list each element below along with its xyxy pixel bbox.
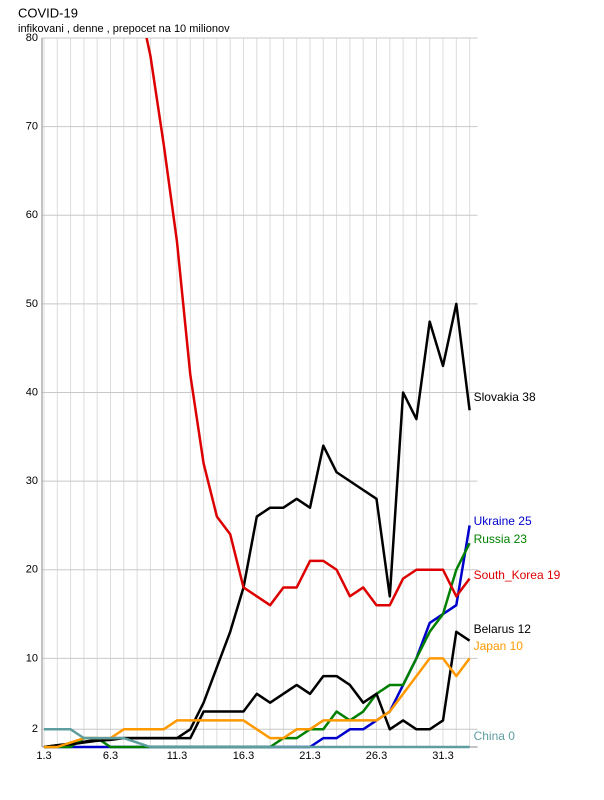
chart-title: COVID-19	[18, 5, 78, 20]
series-label: Belarus 12	[474, 622, 532, 636]
series-line	[44, 728, 470, 749]
x-tick-label: 21.3	[299, 750, 320, 762]
y-tick-label: 80	[26, 32, 38, 44]
x-tick-label: 16.3	[233, 750, 254, 762]
y-tick-label: 40	[26, 386, 38, 398]
x-tick-label: 6.3	[103, 750, 118, 762]
x-tick-label: 11.3	[167, 750, 188, 762]
series-label: Russia 23	[474, 532, 528, 546]
y-tick-label: 50	[26, 298, 38, 310]
plot-area	[43, 38, 471, 749]
series-line	[145, 38, 471, 607]
chart-subtitle: infikovani , denne , prepocet na 10 mili…	[18, 23, 230, 35]
series-line	[44, 657, 471, 749]
y-tick-label: 70	[26, 121, 38, 133]
series-label: China 0	[474, 729, 516, 743]
series-label: Japan 10	[474, 639, 524, 653]
x-tick-label: 31.3	[432, 750, 453, 762]
y-tick-label: 30	[26, 475, 38, 487]
y-tick-label: 2	[32, 723, 38, 735]
y-tick-label: 60	[26, 209, 38, 221]
series-label: Ukraine 25	[474, 514, 532, 528]
y-tick-label: 10	[26, 652, 38, 664]
series-label: South_Korea 19	[474, 568, 561, 582]
y-tick-label: 20	[26, 564, 38, 576]
series-label: Slovakia 38	[474, 390, 536, 404]
x-tick-label: 1.3	[36, 750, 51, 762]
x-tick-label: 26.3	[366, 750, 387, 762]
